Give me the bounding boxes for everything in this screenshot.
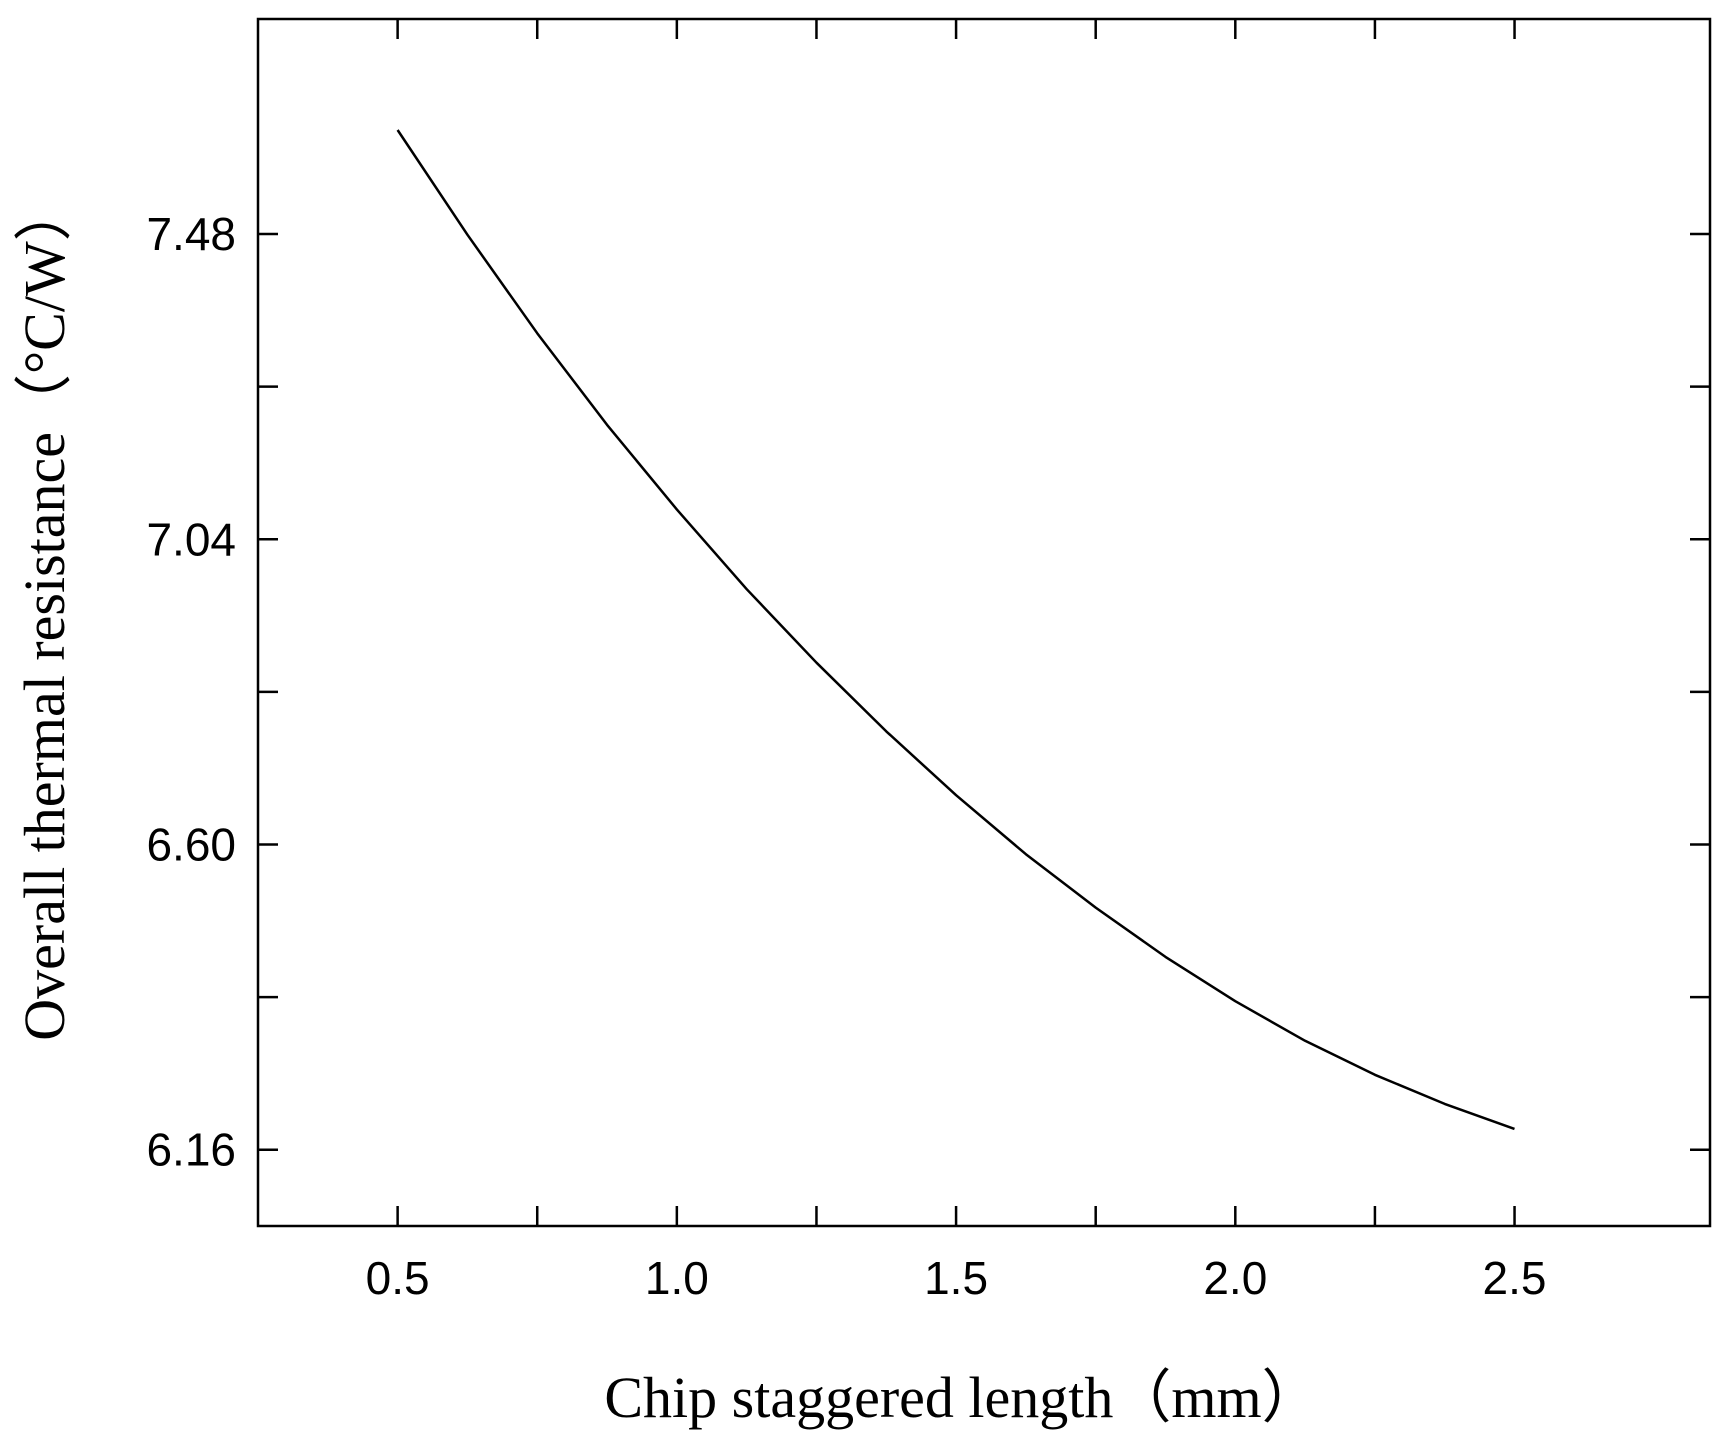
y-tick-label: 7.04: [146, 513, 236, 565]
x-tick-label: 2.5: [1483, 1252, 1547, 1304]
plot-frame: [256, 17, 1712, 1228]
y-tick-label: 6.60: [146, 818, 236, 870]
series-line: [396, 129, 1515, 1131]
x-tick-label: 2.0: [1203, 1252, 1267, 1304]
tick-labels: 0.5 1.0 1.5 2.0 2.5 6.16 6.60 7.04 7.48: [146, 208, 1546, 1304]
y-tick-label: 6.16: [146, 1124, 236, 1176]
series-layer: [396, 129, 1515, 1131]
x-tick-label: 1.0: [645, 1252, 709, 1304]
axis-ticks: [258, 19, 1710, 1226]
x-tick-label: 0.5: [366, 1252, 430, 1304]
x-axis-title: Chip staggered length（mm）: [604, 1365, 1319, 1430]
y-tick-label: 7.48: [146, 208, 236, 260]
y-axis-title: Overall thermal resistance（°C/W）: [12, 183, 77, 1040]
x-tick-label: 1.5: [924, 1252, 988, 1304]
